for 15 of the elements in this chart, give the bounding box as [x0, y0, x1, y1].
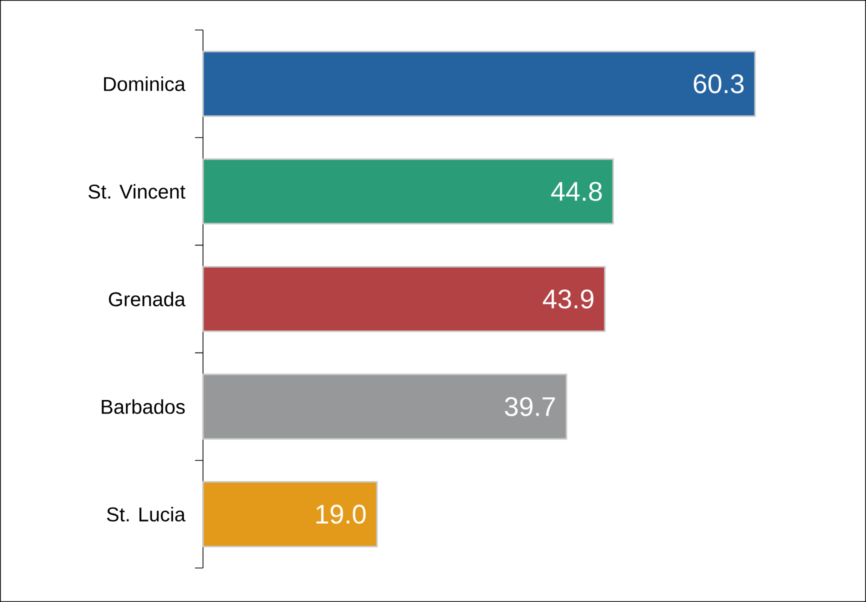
data-label: 19.0	[316, 504, 366, 524]
bar	[202, 266, 606, 332]
data-label: 44.8	[551, 182, 602, 201]
y-tick-label: St. Vincent	[88, 184, 186, 199]
y-tick-label: St. Lucia	[107, 506, 186, 522]
y-tick-label: Barbados	[102, 399, 185, 414]
bar	[202, 50, 756, 117]
bar	[202, 374, 568, 440]
y-tick-label: Grenada	[108, 292, 186, 306]
bar	[202, 158, 614, 224]
data-label: 39.7	[504, 397, 555, 416]
data-label: 60.3	[694, 74, 744, 94]
data-label: 43.9	[542, 289, 594, 309]
y-tick-label: Dominica	[104, 76, 186, 92]
bar	[202, 481, 378, 548]
